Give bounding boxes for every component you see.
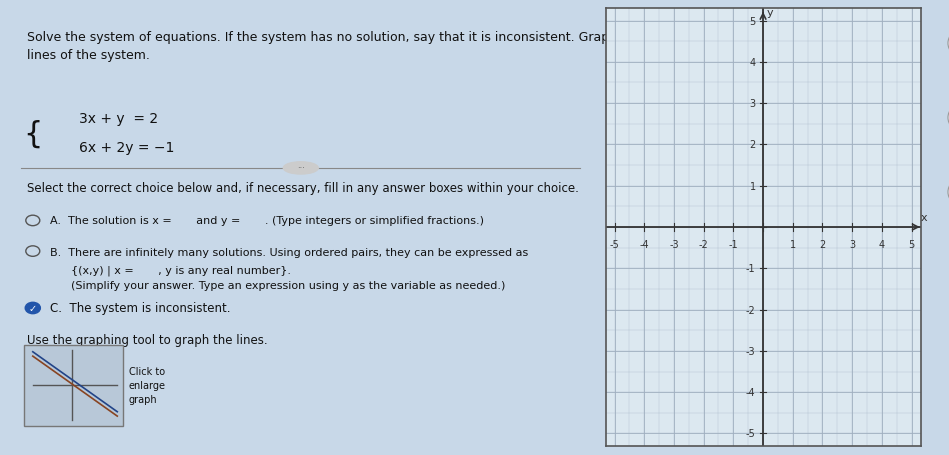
Text: ···: ··· [297, 164, 305, 173]
Text: x: x [921, 212, 928, 222]
Text: -4: -4 [746, 387, 755, 397]
Text: {(x,y) | x =       , y is any real number}.: {(x,y) | x = , y is any real number}. [50, 265, 291, 275]
Circle shape [26, 303, 41, 314]
FancyBboxPatch shape [24, 345, 123, 426]
Text: A.  The solution is x =       and y =       . (Type integers or simplified fract: A. The solution is x = and y = . (Type i… [50, 216, 484, 226]
Text: Use the graphing tool to graph the lines.: Use the graphing tool to graph the lines… [27, 333, 268, 346]
Ellipse shape [284, 162, 318, 175]
Text: 2: 2 [750, 140, 755, 150]
Text: -2: -2 [746, 305, 755, 315]
Text: {: { [23, 119, 43, 148]
Text: -4: -4 [640, 240, 649, 250]
Text: B.  There are infinitely many solutions. Using ordered pairs, they can be expres: B. There are infinitely many solutions. … [50, 247, 529, 257]
Text: 4: 4 [750, 58, 755, 68]
Text: 3: 3 [750, 99, 755, 109]
Text: 2: 2 [819, 240, 826, 250]
Text: 1: 1 [790, 240, 796, 250]
Text: 1: 1 [750, 181, 755, 191]
Text: 6x + 2y = −1: 6x + 2y = −1 [80, 141, 175, 155]
Text: -3: -3 [669, 240, 679, 250]
Text: 4: 4 [879, 240, 885, 250]
Text: -1: -1 [729, 240, 738, 250]
Text: -3: -3 [746, 346, 755, 356]
Text: Click to
enlarge
graph: Click to enlarge graph [129, 367, 166, 404]
Text: Select the correct choice below and, if necessary, fill in any answer boxes with: Select the correct choice below and, if … [27, 182, 579, 195]
Text: ✓: ✓ [28, 303, 37, 313]
Text: 5: 5 [750, 16, 755, 26]
Text: -5: -5 [609, 240, 620, 250]
Text: C.  The system is inconsistent.: C. The system is inconsistent. [50, 302, 231, 315]
Text: 3x + y  = 2: 3x + y = 2 [80, 112, 158, 126]
Text: -2: -2 [698, 240, 709, 250]
Text: -1: -1 [746, 264, 755, 274]
Text: -5: -5 [746, 429, 755, 439]
Text: 3: 3 [849, 240, 855, 250]
Text: 5: 5 [908, 240, 915, 250]
Text: y: y [767, 8, 773, 18]
Text: Solve the system of equations. If the system has no solution, say that it is inc: Solve the system of equations. If the sy… [27, 31, 642, 62]
Text: (Simplify your answer. Type an expression using y as the variable as needed.): (Simplify your answer. Type an expressio… [50, 281, 506, 291]
